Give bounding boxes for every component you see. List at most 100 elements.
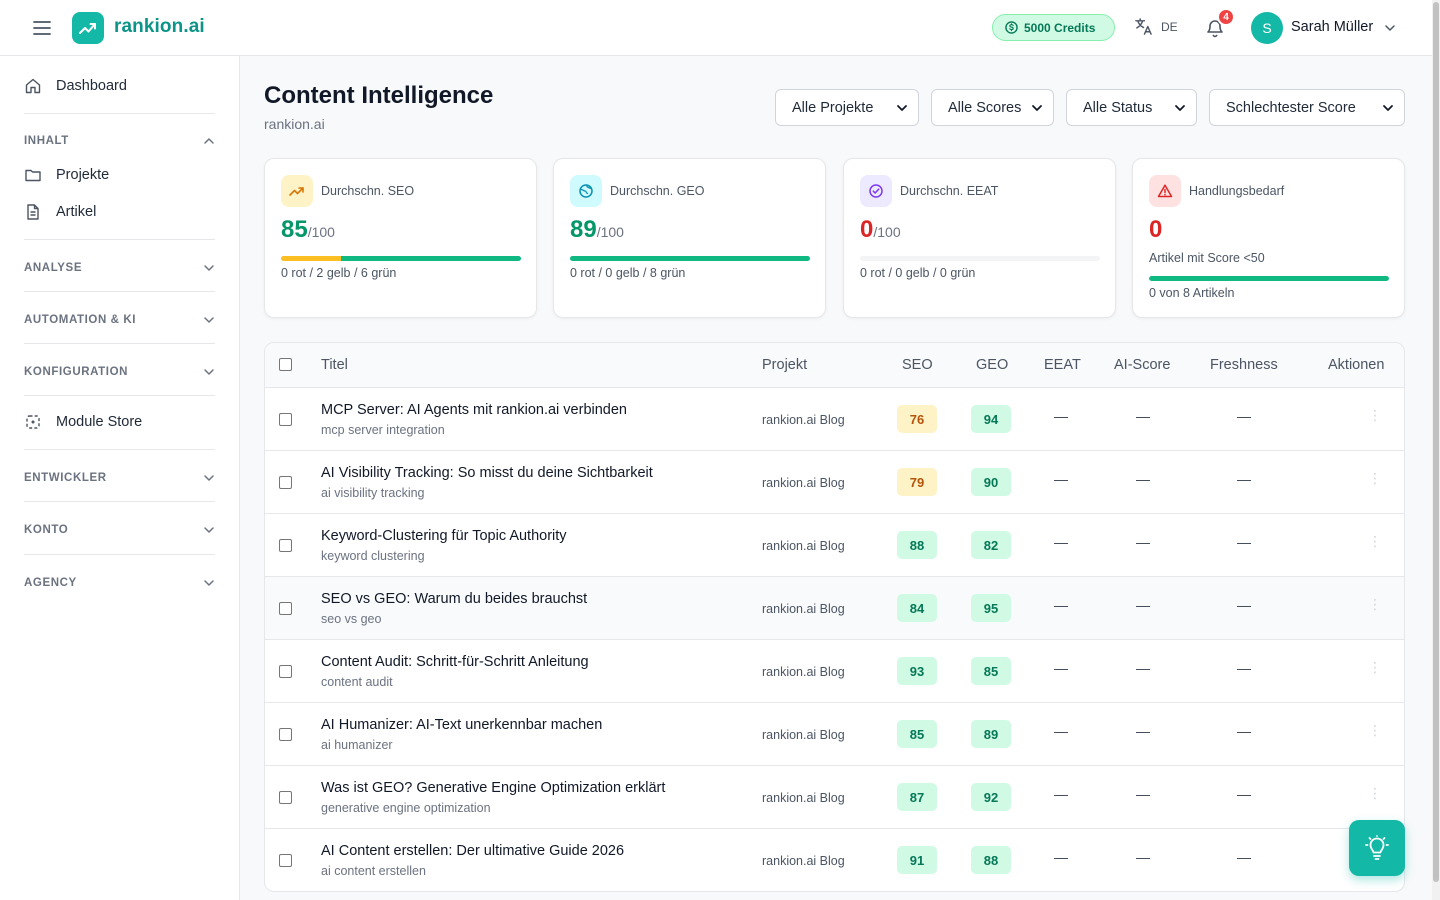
action-needed-value: 0: [1149, 216, 1163, 243]
eeat-average-card: Durchschn. EEAT 0/100 0 rot / 0 gelb / 0…: [843, 158, 1116, 318]
article-keyword: keyword clustering: [321, 549, 425, 563]
chevron-down-icon: [897, 104, 907, 111]
row-checkbox[interactable]: [279, 476, 292, 489]
more-actions-icon[interactable]: ⋮: [1368, 596, 1382, 612]
row-checkbox[interactable]: [279, 728, 292, 741]
seo-score-badge: 88: [897, 531, 937, 559]
freshness-empty: —: [1237, 471, 1251, 487]
section-konto[interactable]: KONTO: [24, 520, 215, 540]
avatar[interactable]: S: [1251, 12, 1283, 44]
column-header-ai-score[interactable]: AI-Score: [1114, 357, 1171, 373]
sidebar-item-artikel[interactable]: Artikel: [24, 200, 96, 224]
row-checkbox[interactable]: [279, 791, 292, 804]
lightbulb-icon[interactable]: [1349, 820, 1405, 876]
article-title[interactable]: MCP Server: AI Agents mit rankion.ai ver…: [321, 402, 627, 418]
logo-icon[interactable]: [72, 12, 104, 44]
section-analyse[interactable]: ANALYSE: [24, 258, 215, 278]
row-checkbox[interactable]: [279, 665, 292, 678]
card-value: 85/100: [281, 216, 335, 244]
section-automation[interactable]: AUTOMATION & KI: [24, 310, 215, 330]
freshness-empty: —: [1237, 408, 1251, 424]
bell-icon[interactable]: [1204, 17, 1226, 39]
article-project: rankion.ai Blog: [762, 476, 845, 490]
column-header-actions: Aktionen: [1328, 357, 1385, 373]
chevron-down-icon[interactable]: [1384, 21, 1396, 39]
ai-score-empty: —: [1136, 723, 1150, 739]
card-value: 89/100: [570, 216, 624, 244]
select-value: Alle Status: [1083, 99, 1153, 116]
row-checkbox[interactable]: [279, 413, 292, 426]
section-entwickler[interactable]: ENTWICKLER: [24, 468, 215, 488]
user-name[interactable]: Sarah Müller: [1291, 19, 1374, 35]
section-label: ENTWICKLER: [24, 472, 107, 484]
section-inhalt[interactable]: INHALT: [24, 131, 215, 151]
column-header-eeat[interactable]: EEAT: [1044, 357, 1081, 373]
column-header-project[interactable]: Projekt: [762, 357, 808, 373]
article-project: rankion.ai Blog: [762, 539, 845, 553]
article-keyword: seo vs geo: [321, 612, 382, 626]
sidebar-item-dashboard[interactable]: Dashboard: [24, 74, 127, 98]
home-icon: [25, 78, 41, 94]
page-title: Content Intelligence: [264, 82, 494, 109]
eeat-score-empty: —: [1054, 471, 1068, 487]
more-actions-icon[interactable]: ⋮: [1368, 785, 1382, 801]
divider: [24, 239, 215, 240]
credits-badge[interactable]: 5000 Credits: [992, 14, 1115, 41]
scrollbar-thumb[interactable]: [1433, 2, 1439, 882]
more-actions-icon[interactable]: ⋮: [1368, 722, 1382, 738]
article-title[interactable]: AI Content erstellen: Der ultimative Gui…: [321, 843, 625, 859]
seo-score-badge: 85: [897, 720, 937, 748]
eeat-score-empty: —: [1054, 408, 1068, 424]
more-actions-icon[interactable]: ⋮: [1368, 470, 1382, 486]
select-value: Schlechtester Score: [1226, 99, 1356, 116]
row-checkbox[interactable]: [279, 854, 292, 867]
article-title[interactable]: Was ist GEO? Generative Engine Optimizat…: [321, 780, 666, 796]
article-title[interactable]: AI Visibility Tracking: So misst du dein…: [321, 465, 653, 481]
status-filter-select[interactable]: Alle Status: [1066, 89, 1197, 126]
more-actions-icon[interactable]: ⋮: [1368, 659, 1382, 675]
score-filter-select[interactable]: Alle Scores: [931, 89, 1054, 126]
menu-icon[interactable]: [28, 17, 56, 39]
table-row[interactable]: AI Visibility Tracking: So misst du dein…: [265, 451, 1404, 514]
column-header-geo[interactable]: GEO: [976, 357, 1009, 373]
sort-select[interactable]: Schlechtester Score: [1209, 89, 1405, 126]
row-checkbox[interactable]: [279, 539, 292, 552]
section-agency[interactable]: AGENCY: [24, 573, 215, 593]
geo-average-card: Durchschn. GEO 89/100 0 rot / 0 gelb / 8…: [553, 158, 826, 318]
table-row[interactable]: Keyword-Clustering für Topic Authority ke…: [265, 514, 1404, 577]
chevron-down-icon: [204, 369, 214, 375]
table-row[interactable]: Was ist GEO? Generative Engine Optimizat…: [265, 766, 1404, 829]
select-all-checkbox[interactable]: [279, 358, 292, 371]
article-project: rankion.ai Blog: [762, 854, 845, 868]
table-row[interactable]: SEO vs GEO: Warum du beides brauchst seo …: [265, 577, 1404, 640]
freshness-empty: —: [1237, 534, 1251, 550]
table-row[interactable]: Content Audit: Schritt-für-Schritt Anlei…: [265, 640, 1404, 703]
logo-text[interactable]: rankion.ai: [114, 16, 205, 37]
more-actions-icon[interactable]: ⋮: [1368, 533, 1382, 549]
sidebar-item-module-store[interactable]: Module Store: [24, 410, 142, 434]
article-title[interactable]: SEO vs GEO: Warum du beides brauchst: [321, 591, 588, 607]
geo-distribution-bar: [570, 256, 810, 261]
column-header-freshness[interactable]: Freshness: [1210, 357, 1278, 373]
language-switcher[interactable]: DE: [1134, 17, 1178, 36]
section-label: KONFIGURATION: [24, 366, 129, 378]
divider: [24, 291, 215, 292]
column-header-title[interactable]: Titel: [321, 357, 348, 373]
article-title[interactable]: Content Audit: Schritt-für-Schritt Anlei…: [321, 654, 589, 670]
articles-table: Titel Projekt SEO GEO EEAT AI-Score Fres…: [264, 342, 1405, 892]
article-title[interactable]: Keyword-Clustering für Topic Authority: [321, 528, 567, 544]
table-row[interactable]: AI Content erstellen: Der ultimative Gui…: [265, 829, 1404, 891]
table-row[interactable]: AI Humanizer: AI-Text unerkennbar machen…: [265, 703, 1404, 766]
sidebar-item-projekte[interactable]: Projekte: [24, 163, 109, 187]
table-header: Titel Projekt SEO GEO EEAT AI-Score Fres…: [265, 343, 1404, 388]
column-header-seo[interactable]: SEO: [902, 357, 933, 373]
article-title[interactable]: AI Humanizer: AI-Text unerkennbar machen: [321, 717, 603, 733]
row-checkbox[interactable]: [279, 602, 292, 615]
more-actions-icon[interactable]: ⋮: [1368, 407, 1382, 423]
article-project: rankion.ai Blog: [762, 413, 845, 427]
table-row[interactable]: MCP Server: AI Agents mit rankion.ai ver…: [265, 388, 1404, 451]
project-filter-select[interactable]: Alle Projekte: [775, 89, 919, 126]
card-value: 0/100: [860, 216, 901, 244]
section-konfiguration[interactable]: KONFIGURATION: [24, 362, 215, 382]
top-bar: rankion.ai 5000 Credits DE 4 S Sarah Mül…: [0, 0, 1432, 56]
